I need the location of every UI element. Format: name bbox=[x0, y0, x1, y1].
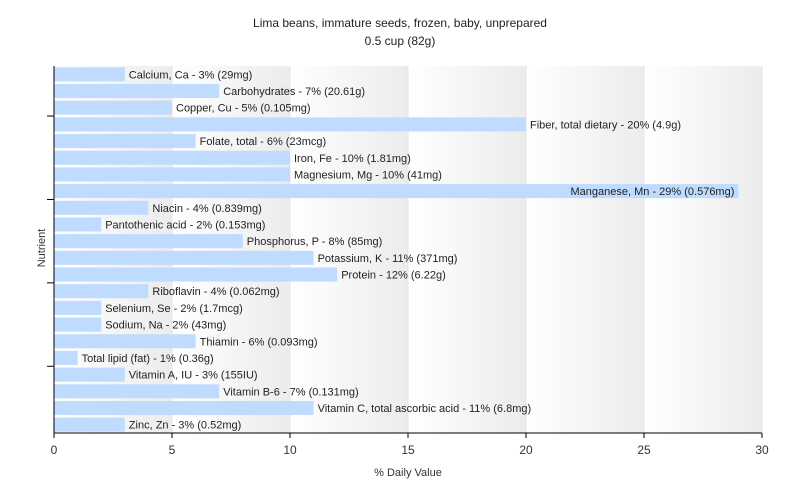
bar bbox=[54, 167, 290, 182]
x-tick-label: 10 bbox=[283, 443, 297, 457]
bar-label: Selenium, Se - 2% (1.7mcg) bbox=[105, 303, 243, 315]
axes: 0 5 10 15 20 25 30 bbox=[47, 66, 769, 457]
bar bbox=[54, 367, 125, 382]
bar-label: Sodium, Na - 2% (43mg) bbox=[105, 320, 226, 332]
bar-label: Copper, Cu - 5% (0.105mg) bbox=[176, 103, 311, 115]
bar-label: Magnesium, Mg - 10% (41mg) bbox=[294, 169, 442, 181]
bar-label: Pantothenic acid - 2% (0.153mg) bbox=[105, 219, 265, 231]
x-tick-label: 20 bbox=[519, 443, 533, 457]
bar-label: Manganese, Mn - 29% (0.576mg) bbox=[571, 186, 735, 198]
bar bbox=[54, 100, 172, 115]
grid-band bbox=[644, 66, 762, 433]
bar bbox=[54, 350, 78, 365]
bars: Calcium, Ca - 3% (29mg) Carbohydrates - 7… bbox=[54, 67, 739, 432]
bar bbox=[54, 217, 102, 232]
bar bbox=[54, 150, 290, 165]
bar bbox=[54, 67, 125, 82]
y-axis-label: Nutrient bbox=[36, 229, 48, 268]
bar-label: Fiber, total dietary - 20% (4.9g) bbox=[530, 119, 681, 131]
bar-label: Folate, total - 6% (23mcg) bbox=[200, 136, 327, 148]
bar bbox=[54, 400, 314, 415]
x-axis-label: % Daily Value bbox=[374, 467, 442, 479]
bar-label: Vitamin A, IU - 3% (155IU) bbox=[129, 370, 258, 382]
bar bbox=[54, 317, 102, 332]
bar-label: Calcium, Ca - 3% (29mg) bbox=[129, 69, 252, 81]
bar-label: Thiamin - 6% (0.093mg) bbox=[200, 336, 318, 348]
bar-label: Riboflavin - 4% (0.062mg) bbox=[152, 286, 279, 298]
bar bbox=[54, 417, 125, 432]
bar bbox=[54, 384, 220, 399]
bar bbox=[54, 284, 149, 299]
bar-label: Vitamin B-6 - 7% (0.131mg) bbox=[223, 386, 359, 398]
x-tick-label: 25 bbox=[637, 443, 651, 457]
chart-subtitle: 0.5 cup (82g) bbox=[365, 34, 436, 48]
bar-label: Vitamin C, total ascorbic acid - 11% (6.… bbox=[318, 403, 532, 415]
bar bbox=[54, 267, 338, 282]
bar-label: Niacin - 4% (0.839mg) bbox=[152, 203, 261, 215]
x-tick-label: 5 bbox=[169, 443, 176, 457]
bar bbox=[54, 200, 149, 215]
bar bbox=[54, 184, 739, 199]
bar-label: Potassium, K - 11% (371mg) bbox=[318, 253, 458, 265]
bar bbox=[54, 117, 526, 132]
bar-label: Zinc, Zn - 3% (0.52mg) bbox=[129, 420, 241, 432]
bar-label: Total lipid (fat) - 1% (0.36g) bbox=[82, 353, 214, 365]
bar-label: Iron, Fe - 10% (1.81mg) bbox=[294, 153, 411, 165]
bar bbox=[54, 250, 314, 265]
x-tick-label: 15 bbox=[401, 443, 415, 457]
x-tick-label: 30 bbox=[755, 443, 769, 457]
bar bbox=[54, 234, 243, 249]
bar-label: Protein - 12% (6.22g) bbox=[341, 270, 446, 282]
bar-label: Phosphorus, P - 8% (85mg) bbox=[247, 236, 383, 248]
bar-label: Carbohydrates - 7% (20.61g) bbox=[223, 86, 365, 98]
bar bbox=[54, 84, 220, 99]
x-tick-label: 0 bbox=[51, 443, 58, 457]
bar bbox=[54, 300, 102, 315]
chart-title: Lima beans, immature seeds, frozen, baby… bbox=[253, 16, 547, 30]
bar bbox=[54, 334, 196, 349]
bar bbox=[54, 134, 196, 149]
grid-band bbox=[526, 66, 644, 433]
